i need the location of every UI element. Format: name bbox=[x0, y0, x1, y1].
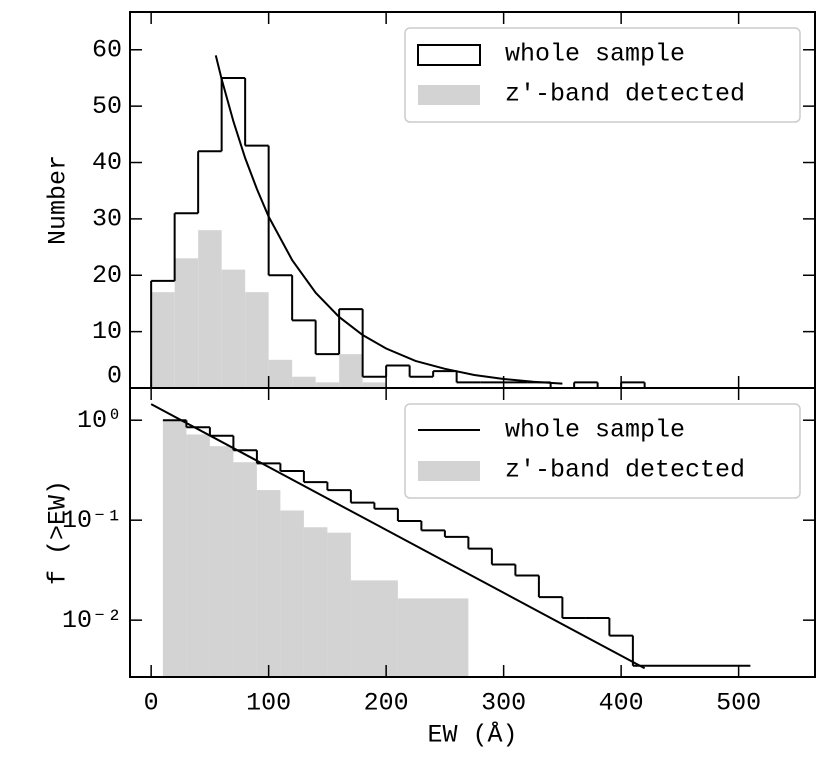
bar bbox=[292, 376, 316, 388]
y-tick-label: 10⁰ bbox=[77, 406, 122, 435]
y-tick-label: 0 bbox=[107, 362, 122, 391]
bar bbox=[350, 580, 398, 677]
y-tick-label: 10⁻² bbox=[62, 606, 122, 635]
bar bbox=[151, 292, 175, 388]
bar bbox=[339, 354, 363, 388]
fit-line bbox=[214, 55, 563, 385]
bar bbox=[245, 292, 269, 388]
bar bbox=[209, 446, 234, 677]
y-tick-label: 40 bbox=[92, 148, 122, 177]
legend-box bbox=[404, 27, 801, 123]
legend-label: whole sample bbox=[505, 40, 685, 69]
bar bbox=[268, 359, 293, 388]
x-axis-label: EW (Å) bbox=[427, 720, 517, 750]
legend-swatch bbox=[418, 85, 480, 105]
bar bbox=[256, 490, 281, 677]
y-axis-label: Number bbox=[44, 155, 73, 245]
x-tick-label: 200 bbox=[364, 689, 409, 718]
bar bbox=[327, 532, 351, 677]
y-tick-label: 20 bbox=[92, 261, 122, 290]
y-axis-label: f (>EW) bbox=[44, 480, 73, 585]
fit-line bbox=[150, 403, 646, 670]
legend-swatch bbox=[417, 44, 481, 66]
legend-box bbox=[404, 403, 801, 499]
bar bbox=[280, 510, 304, 677]
legend-label: z′-band detected bbox=[505, 456, 745, 485]
bar bbox=[362, 382, 387, 388]
bar bbox=[315, 382, 340, 388]
legend-label: z′-band detected bbox=[505, 80, 745, 109]
bar bbox=[221, 269, 246, 388]
legend-swatch bbox=[418, 461, 480, 481]
bar bbox=[162, 420, 187, 677]
y-tick-label: 10 bbox=[92, 317, 122, 346]
bar bbox=[198, 230, 222, 388]
x-tick-label: 100 bbox=[246, 689, 291, 718]
legend-label: whole sample bbox=[505, 416, 685, 445]
bar bbox=[303, 527, 328, 677]
bar bbox=[186, 434, 210, 677]
y-tick-label: 50 bbox=[92, 92, 122, 121]
plot-frame bbox=[129, 387, 816, 678]
bar bbox=[174, 258, 199, 388]
bar bbox=[233, 462, 257, 677]
y-tick-label: 30 bbox=[92, 204, 122, 233]
x-tick-label: 400 bbox=[599, 689, 644, 718]
bar bbox=[397, 598, 469, 677]
x-tick-label: 500 bbox=[716, 689, 761, 718]
x-tick-label: 0 bbox=[144, 689, 159, 718]
y-tick-label: 10⁻¹ bbox=[62, 506, 122, 535]
x-tick-label: 300 bbox=[481, 689, 526, 718]
y-tick-label: 60 bbox=[92, 35, 122, 64]
